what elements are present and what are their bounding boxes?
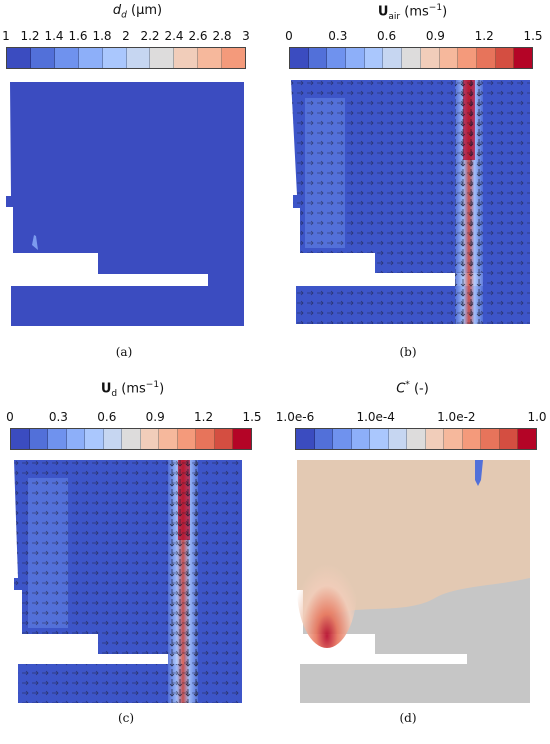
- colorbar-dd: [6, 47, 246, 69]
- colorbar-swatch: [402, 48, 421, 68]
- colorbar-tick-label: 1.2: [194, 410, 214, 424]
- colorbar-swatch: [198, 48, 223, 68]
- colorbar-swatch: [476, 48, 496, 68]
- panel-b: Uair (ms−1) (b) 0 0.3 0.6 0.9 1.2 1.5: [275, 0, 550, 372]
- colorbar-swatch: [346, 48, 365, 68]
- colorbar-tick-label: 2.4: [164, 29, 184, 43]
- colorbar-tick-label: 1.0e-4: [356, 410, 395, 424]
- colorbar-swatch: [383, 48, 403, 68]
- panel-d: C* (-) (d) 1.0e-6 1.0e-4 1.0e-2 1.0: [275, 372, 550, 744]
- colorbar-tick-label: 0.3: [48, 410, 68, 424]
- colorbar-swatch: [122, 429, 141, 449]
- colorbar-swatch: [499, 429, 519, 449]
- colorbar-swatch: [102, 48, 127, 68]
- colorbar-swatch: [518, 429, 536, 449]
- colorbar-tick-label: 2.2: [140, 29, 160, 43]
- colorbar-swatch: [458, 48, 477, 68]
- colorbar-swatch: [11, 429, 30, 449]
- colorbar-c: [295, 428, 537, 450]
- colorbar-tick-label: 1.6: [68, 29, 88, 43]
- colorbar-swatch: [126, 48, 151, 68]
- colorbar-swatch: [78, 48, 103, 68]
- colorbar-swatch: [308, 48, 328, 68]
- field-plot-c: [297, 460, 530, 703]
- field-plot-ud: [14, 460, 242, 703]
- colorbar-ud: [10, 428, 252, 450]
- colorbar-swatch: [103, 429, 123, 449]
- colorbar-swatch: [462, 429, 482, 449]
- colorbar-swatch: [66, 429, 86, 449]
- colorbar-tick-label: 0: [6, 410, 14, 424]
- caption-b: (b): [399, 345, 417, 359]
- caption-d: (d): [399, 711, 417, 725]
- colorbar-tick-label: 1.0: [527, 410, 547, 424]
- colorbar-swatch: [420, 48, 440, 68]
- colorbar-tick-label: 1.8: [92, 29, 112, 43]
- colorbar-swatch: [425, 429, 445, 449]
- colorbar-swatch: [290, 48, 309, 68]
- colorbar-tick-label: 1: [2, 29, 10, 43]
- colorbar-swatch: [150, 48, 175, 68]
- colorbar-swatch: [364, 48, 384, 68]
- colorbar-tick-label: 2: [122, 29, 130, 43]
- colorbar-swatch: [214, 429, 234, 449]
- colorbar-swatch: [85, 429, 104, 449]
- colorbar-tick-label: 1.0e-2: [437, 410, 476, 424]
- colorbar-tick-label: 1.2: [20, 29, 40, 43]
- colorbar-swatch: [314, 429, 334, 449]
- colorbar-swatch: [388, 429, 408, 449]
- colorbar-swatch: [177, 429, 197, 449]
- colorbar-swatch: [495, 48, 515, 68]
- colorbar-tick-label: 0.6: [97, 410, 117, 424]
- colorbar-tick-label: 2.6: [188, 29, 208, 43]
- colorbar-swatch: [407, 429, 426, 449]
- colorbar-swatch: [222, 48, 246, 68]
- colorbar-swatch: [233, 429, 251, 449]
- colorbar-swatch: [351, 429, 371, 449]
- colorbar-swatch: [444, 429, 463, 449]
- colorbar-tick-label: 1.2: [474, 29, 494, 43]
- colorbar-uair: [289, 47, 533, 69]
- colorbar-title-dd: dd (µm): [112, 3, 163, 21]
- colorbar-tick-label: 0.3: [328, 29, 348, 43]
- colorbar-tick-label: 0.9: [425, 29, 445, 43]
- colorbar-tick-label: 2.8: [212, 29, 232, 43]
- colorbar-tick-label: 1.5: [523, 29, 543, 43]
- colorbar-swatch: [7, 48, 31, 68]
- colorbar-swatch: [140, 429, 160, 449]
- colorbar-swatch: [296, 429, 315, 449]
- colorbar-swatch: [439, 48, 459, 68]
- field-plot-uair: [291, 80, 530, 324]
- colorbar-swatch: [481, 429, 500, 449]
- colorbar-tick-label: 1.4: [44, 29, 64, 43]
- colorbar-swatch: [333, 429, 352, 449]
- colorbar-tick-label: 0.9: [145, 410, 165, 424]
- colorbar-tick-label: 1.5: [242, 410, 262, 424]
- colorbar-tick-label: 1.0e-6: [275, 410, 315, 424]
- colorbar-swatch: [327, 48, 347, 68]
- panel-c: Ud (ms−1) (c) 0 0.3 0.6 0.9 1.2 1.5: [0, 372, 275, 744]
- colorbar-title-uair: Uair (ms−1): [377, 3, 448, 22]
- field-plot-dd: [6, 82, 244, 326]
- colorbar-tick-label: 0: [285, 29, 293, 43]
- caption-c: (c): [117, 711, 135, 725]
- colorbar-swatch: [30, 48, 55, 68]
- colorbar-swatch: [54, 48, 79, 68]
- colorbar-tick-label: 3: [242, 29, 250, 43]
- colorbar-swatch: [174, 48, 199, 68]
- colorbar-tick-label: 0.6: [377, 29, 397, 43]
- colorbar-swatch: [514, 48, 532, 68]
- colorbar-swatch: [29, 429, 49, 449]
- colorbar-swatch: [159, 429, 178, 449]
- colorbar-swatch: [196, 429, 215, 449]
- colorbar-swatch: [370, 429, 389, 449]
- caption-a: (a): [115, 345, 133, 359]
- colorbar-title-ud: Ud (ms−1): [100, 380, 165, 399]
- colorbar-swatch: [48, 429, 67, 449]
- colorbar-title-c: C* (-): [396, 380, 429, 397]
- panel-a: dd (µm) (a) 1 1.2 1.4 1.6 1.8 2 2.2 2.4 2.6 2.8 3: [0, 0, 275, 372]
